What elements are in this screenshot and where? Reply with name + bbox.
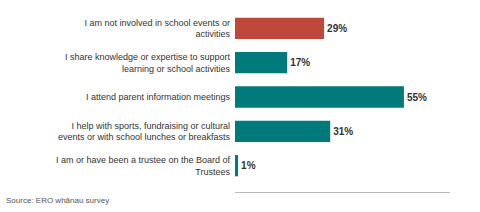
svg-text:I share knowledge or expertise: I share knowledge or expertise to suppor… bbox=[65, 52, 231, 74]
svg-text:29%: 29% bbox=[327, 23, 347, 34]
svg-text:17%: 17% bbox=[290, 57, 310, 68]
svg-text:1%: 1% bbox=[241, 160, 256, 171]
svg-text:I am not involved in school ev: I am not involved in school events oract… bbox=[84, 18, 230, 40]
svg-text:55%: 55% bbox=[407, 92, 427, 103]
svg-text:I help with sports, fundraisin: I help with sports, fundraising or cultu… bbox=[58, 121, 231, 143]
svg-text:I am or have been a trustee on: I am or have been a trustee on the Board… bbox=[56, 155, 231, 177]
svg-text:I attend parent information me: I attend parent information meetings bbox=[86, 92, 231, 102]
svg-text:31%: 31% bbox=[333, 126, 353, 137]
svg-text:Source: ERO whānau survey: Source: ERO whānau survey bbox=[6, 196, 109, 205]
